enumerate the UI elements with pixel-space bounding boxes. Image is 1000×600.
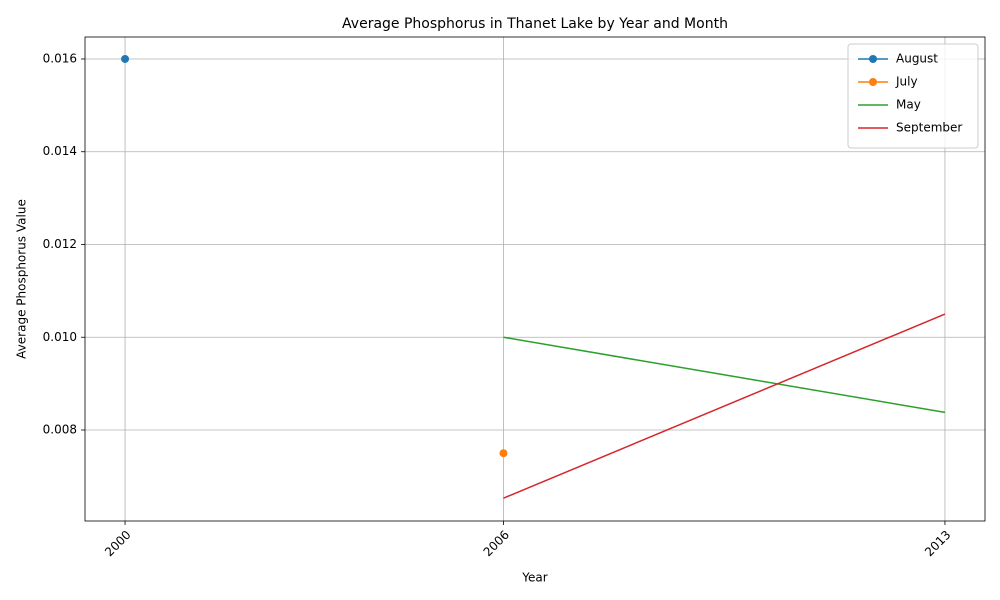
series-line	[503, 336, 946, 414]
legend-label: July	[895, 75, 918, 89]
series-line	[503, 313, 946, 499]
y-tick-label: 0.014	[43, 144, 77, 158]
y-axis-label: Average Phosphorus Value	[15, 199, 29, 359]
y-tick-label: 0.010	[43, 330, 77, 344]
point-marker	[499, 449, 508, 458]
point-marker	[121, 54, 130, 63]
y-tick-label: 0.012	[43, 237, 77, 251]
legend-label: August	[896, 52, 938, 66]
legend-marker	[869, 78, 877, 86]
plot-frame	[84, 36, 986, 522]
chart-title: Average Phosphorus in Thanet Lake by Yea…	[342, 16, 728, 32]
legend-label: May	[896, 98, 921, 112]
y-tick-label: 0.008	[43, 423, 77, 437]
legend-label: September	[896, 121, 962, 135]
x-axis-label: Year	[521, 571, 547, 585]
legend-box	[847, 43, 979, 149]
legend-marker	[869, 55, 877, 63]
y-tick-label: 0.016	[43, 51, 77, 65]
